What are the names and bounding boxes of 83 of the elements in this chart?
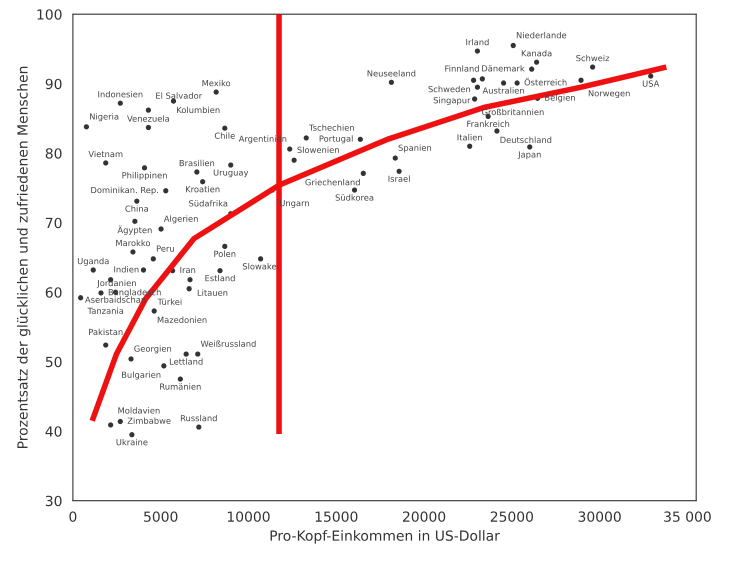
data-label: Türkei <box>158 298 182 305</box>
data-label: Rumänien <box>160 383 201 390</box>
data-label: Neuseeland <box>368 70 416 77</box>
data-label: Kanada <box>522 50 552 56</box>
data-label: Portugal <box>320 135 353 144</box>
y-tick-label: 40 <box>45 426 62 437</box>
data-label: Litauen <box>198 289 228 296</box>
y-tick-label: 70 <box>46 218 62 228</box>
data-label: Südkorea <box>336 194 374 201</box>
data-label: Marokko <box>116 240 150 246</box>
data-label: Uganda <box>78 258 109 266</box>
data-label: Australien <box>482 87 524 94</box>
data-label: Georgien <box>134 345 172 354</box>
data-label: Estland <box>205 274 235 282</box>
data-label: Ukraine <box>116 438 148 446</box>
y-tick-label: 100 <box>38 9 62 20</box>
data-label: China <box>125 205 148 212</box>
data-label: Tschechien <box>308 124 354 131</box>
data-label: Kroatien <box>186 186 220 192</box>
data-label: USA <box>642 80 660 87</box>
data-label: Mazedonien <box>158 316 206 323</box>
data-label: Algerien <box>164 215 198 224</box>
data-label: Slowenien <box>297 146 339 154</box>
y-axis-title: Prozentsatz der glücklichen und zufriedenen Menschen <box>16 66 30 448</box>
data-label: Venezuela <box>127 115 170 122</box>
x-tick-label: 35 000 <box>664 511 711 522</box>
data-label: Uruguay <box>214 169 248 178</box>
data-label: Zimbabwe <box>128 417 171 424</box>
data-label: Frankreich <box>467 120 510 128</box>
data-label: Schweiz <box>576 54 610 62</box>
data-label: Dänemark <box>482 65 525 72</box>
data-label: Niederlande <box>516 32 566 38</box>
x-tick-label: 10000 <box>228 511 270 522</box>
data-label: Tanzania <box>88 308 124 314</box>
data-label: Belgien <box>545 94 575 102</box>
data-label: Ägypten <box>118 226 152 235</box>
x-axis-title: Pro-Kopf-Einkommen in US-Dollar <box>270 530 500 544</box>
x-tick-label: 15000 <box>316 511 358 522</box>
data-label: Südafrika <box>189 200 228 207</box>
x-tick-label: 0 <box>69 511 76 522</box>
x-tick-label: 5000 <box>144 511 178 522</box>
data-label: Irland <box>466 38 489 46</box>
data-label: Peru <box>156 246 174 252</box>
y-tick-label: 80 <box>46 148 62 159</box>
x-tick-label: 20000 <box>402 511 446 522</box>
data-label: Moldavien <box>118 407 160 414</box>
data-label: Weißrussland <box>200 340 256 347</box>
data-label: Indien <box>114 266 138 273</box>
x-tick-label: 25000 <box>490 511 534 522</box>
x-tick-label: 30000 <box>578 511 621 522</box>
data-label: Japan <box>518 151 541 160</box>
data-label: Kolumbien <box>177 106 220 114</box>
data-label: Lettland <box>170 358 202 365</box>
data-label: Nigeria <box>90 113 118 122</box>
data-label: Großbritannien <box>482 108 544 116</box>
y-tick-label: 60 <box>46 287 62 298</box>
data-label: Österreich <box>524 78 566 86</box>
data-label: Singapur <box>434 96 470 105</box>
data-label: Pakistan <box>89 328 122 336</box>
data-label: Polen <box>214 250 236 257</box>
data-label: Indonesien <box>98 90 142 98</box>
data-label: Vietnam <box>88 150 122 158</box>
data-label: Griechenland <box>305 178 360 186</box>
data-label: Jordanien <box>96 280 136 288</box>
data-label: Norwegen <box>588 90 630 98</box>
data-label: Mexiko <box>202 80 230 86</box>
data-label: El Salvador <box>156 92 202 99</box>
y-tick-label: 50 <box>46 356 62 368</box>
data-label: Deutschland <box>500 136 552 143</box>
data-label: Chile <box>214 132 235 139</box>
data-label: Iran <box>180 266 196 274</box>
data-label: Dominikan. Rep. <box>91 186 158 195</box>
data-label: Russland <box>180 414 217 422</box>
data-label: Philippinen <box>122 172 167 180</box>
data-label: Schweden <box>428 86 470 92</box>
data-label: Italien <box>458 134 482 140</box>
data-label: Brasilien <box>180 160 214 166</box>
data-label: Spanien <box>398 144 432 153</box>
data-label: Bulgarien <box>122 371 160 380</box>
data-label: Israel <box>388 175 410 182</box>
y-tick-label: 90 <box>46 78 62 90</box>
data-label: Finnland <box>445 65 479 72</box>
y-tick-label: 30 <box>46 496 62 506</box>
